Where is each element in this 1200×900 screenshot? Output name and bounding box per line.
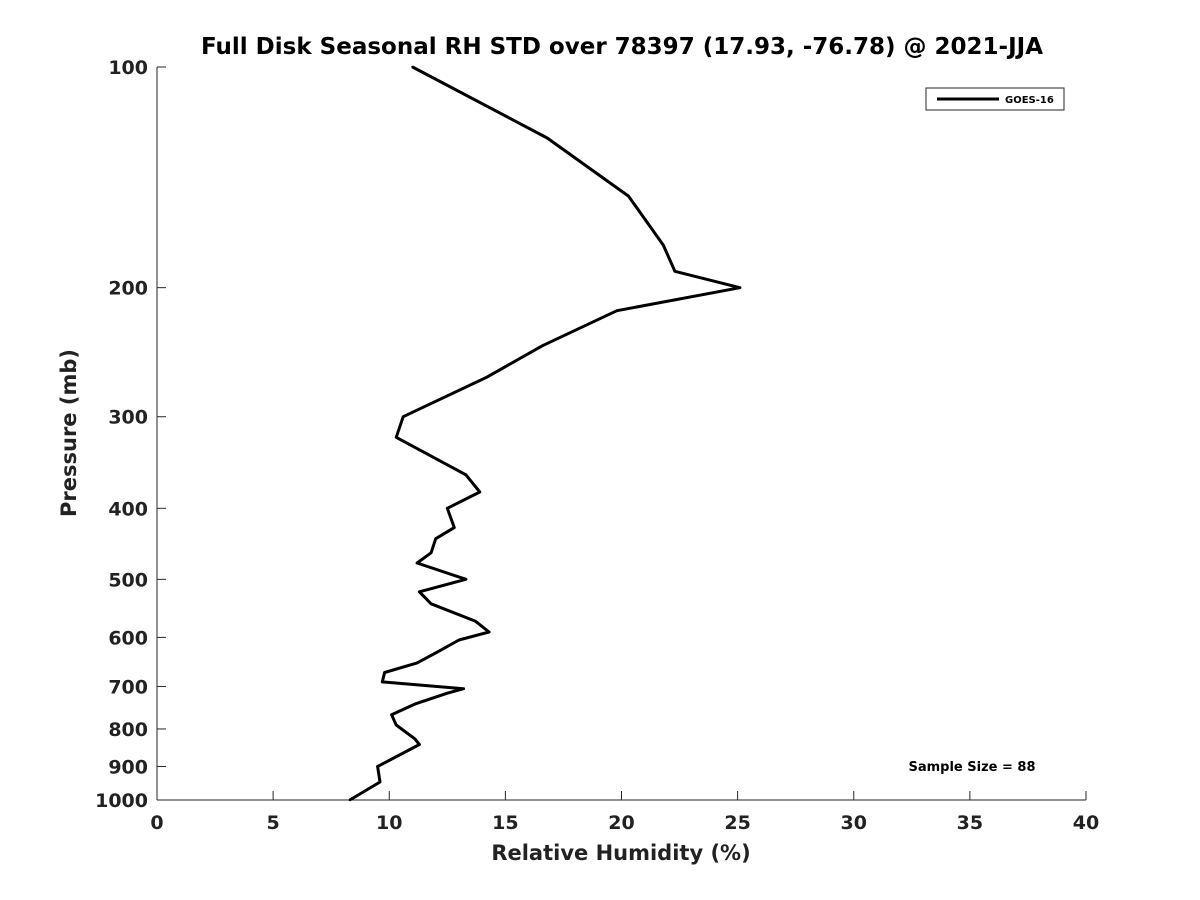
data-point xyxy=(738,286,742,289)
data-point xyxy=(390,713,393,716)
data-point xyxy=(418,590,421,594)
legend-label: GOES-16 xyxy=(1005,95,1054,106)
data-point xyxy=(378,780,382,784)
data-point xyxy=(383,671,386,674)
sample-size-annotation: Sample Size = 88 xyxy=(908,760,1035,775)
data-point xyxy=(457,638,461,642)
data-point xyxy=(673,270,677,273)
data-point xyxy=(478,490,482,494)
data-point xyxy=(395,436,398,439)
data-point xyxy=(439,649,442,652)
data-point xyxy=(401,415,405,418)
y-tick-label: 800 xyxy=(108,719,148,741)
data-point xyxy=(376,765,379,768)
data-point xyxy=(545,136,549,140)
x-tick-label: 5 xyxy=(267,812,280,834)
data-point xyxy=(446,507,449,510)
x-tick-label: 0 xyxy=(150,812,163,834)
data-point xyxy=(429,551,433,555)
data-point xyxy=(381,680,384,684)
data-point xyxy=(453,526,456,529)
chart-title: Full Disk Seasonal RH STD over 78397 (17… xyxy=(201,34,1043,60)
x-tick-label: 35 xyxy=(957,812,983,834)
data-point xyxy=(348,798,351,802)
data-point xyxy=(418,743,421,746)
x-ticks: 0 5 10 15 20 25 30 35 40 xyxy=(150,791,1099,834)
data-point xyxy=(395,723,398,727)
x-tick-label: 20 xyxy=(608,812,634,834)
y-tick-label: 100 xyxy=(108,57,148,79)
y-axis-label: Pressure (mb) xyxy=(57,349,81,517)
y-tick-label: 200 xyxy=(108,278,148,300)
y-tick-label: 900 xyxy=(108,756,148,778)
data-point xyxy=(541,344,544,347)
data-point xyxy=(446,692,449,695)
series-line-goes-16 xyxy=(349,65,742,802)
series-points xyxy=(348,65,742,802)
data-point xyxy=(415,661,419,665)
data-point xyxy=(413,702,416,706)
x-tick-label: 25 xyxy=(724,812,750,834)
data-point xyxy=(662,243,665,247)
data-point xyxy=(615,309,619,312)
y-tick-label: 400 xyxy=(108,498,148,520)
x-axis-label: Relative Humidity (%) xyxy=(491,841,750,865)
y-tick-label: 1000 xyxy=(95,790,148,812)
legend: GOES-16 xyxy=(925,87,1065,111)
data-point xyxy=(429,602,433,606)
data-point xyxy=(411,65,414,69)
y-tick-label: 300 xyxy=(108,407,148,429)
data-point xyxy=(434,537,437,540)
y-tick-label: 600 xyxy=(108,627,148,649)
data-point xyxy=(413,737,416,740)
data-point xyxy=(485,376,488,379)
x-tick-label: 40 xyxy=(1073,812,1099,834)
x-tick-label: 30 xyxy=(841,812,867,834)
y-tick-label: 500 xyxy=(108,569,148,591)
data-point xyxy=(464,473,468,476)
data-point xyxy=(462,687,465,690)
x-tick-label: 10 xyxy=(376,812,402,834)
data-point xyxy=(627,194,630,198)
data-point xyxy=(464,578,468,581)
data-point xyxy=(487,630,491,634)
y-ticks: 100 200 300 400 500 600 700 800 900 1000 xyxy=(95,57,166,812)
data-point xyxy=(473,619,477,623)
x-tick-label: 15 xyxy=(492,812,518,834)
y-tick-label: 700 xyxy=(108,676,148,698)
data-point xyxy=(415,561,419,565)
plot-frame xyxy=(156,67,1086,801)
